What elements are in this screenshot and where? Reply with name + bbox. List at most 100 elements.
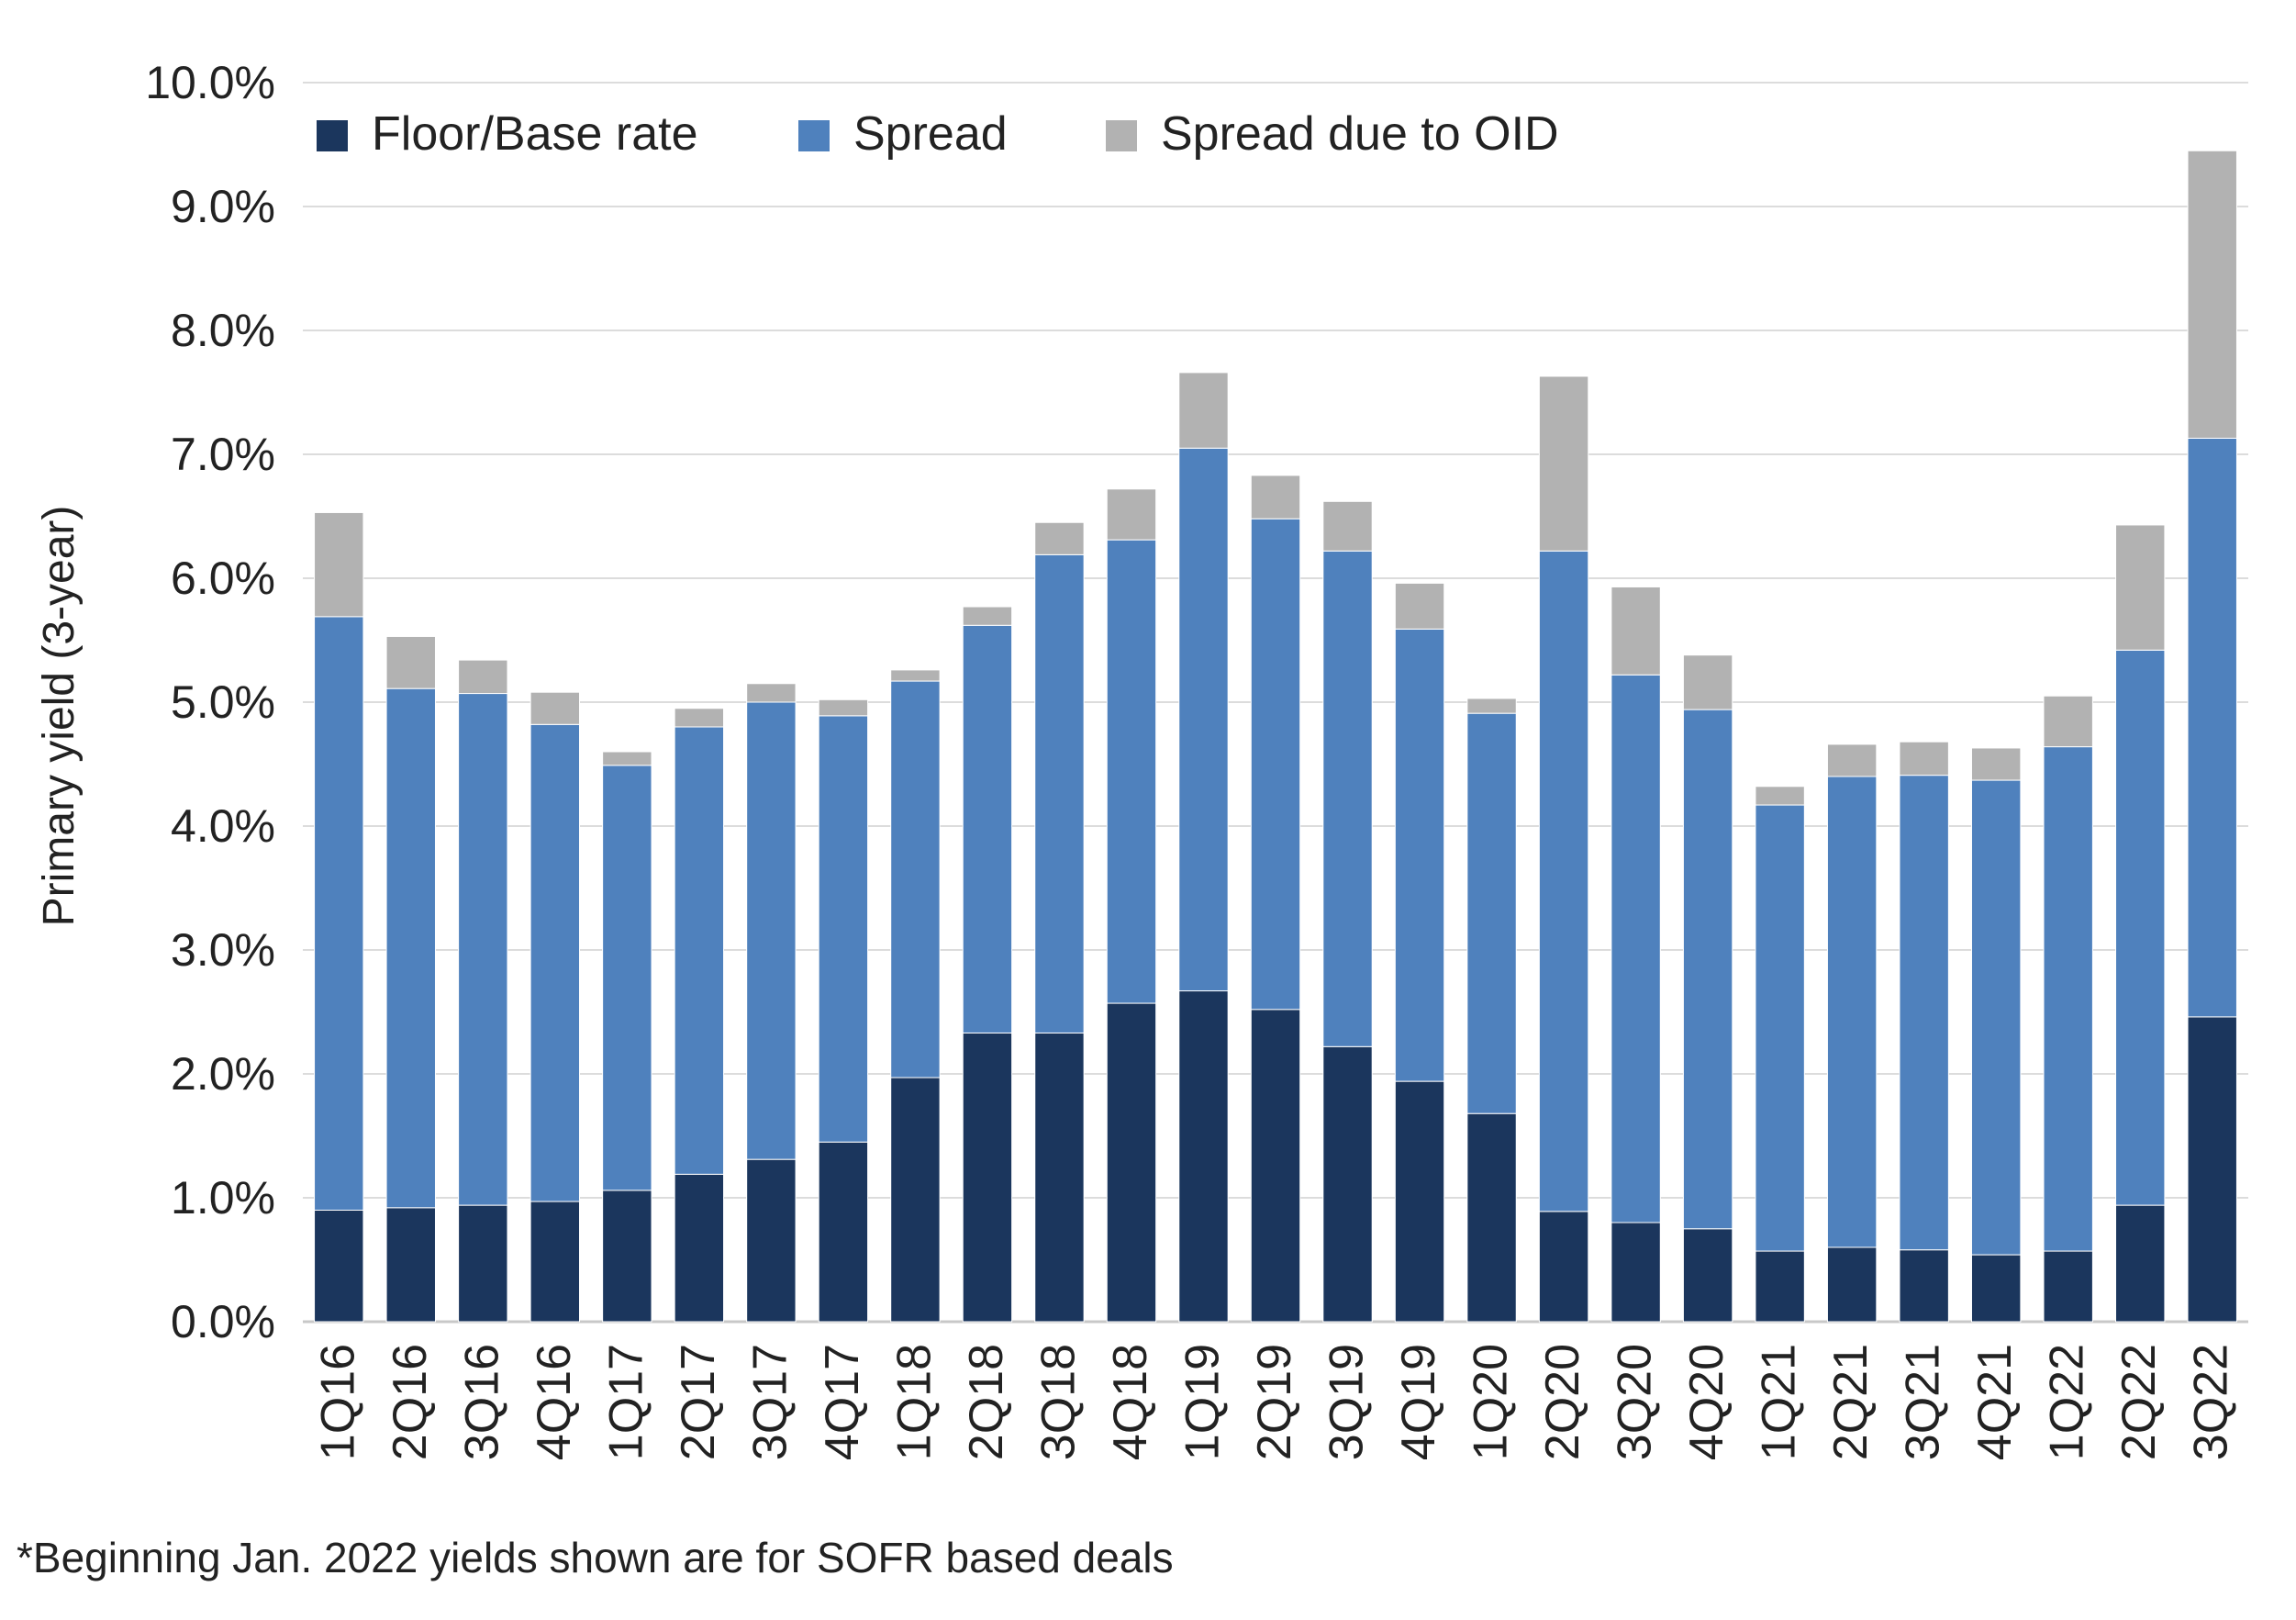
y-tick-label: 4.0% [171,800,275,852]
bar-segment [1178,990,1229,1323]
bar-segment [1322,1045,1373,1323]
bar-segment [529,691,581,725]
bar-segment [1106,488,1157,541]
x-tick-label: 4Q17 [816,1344,869,1460]
bar-segment [1970,1254,2022,1323]
bar-segment [1034,1032,1085,1323]
x-tick-label: 3Q19 [1321,1344,1374,1460]
bar-segment [1899,1249,1949,1323]
bar-segment [818,715,869,1143]
bar-segment [1755,786,1805,806]
x-tick-label: 3Q20 [1609,1344,1662,1460]
bar-segment [1899,741,1949,776]
bar-segment [529,723,581,1202]
x-tick-label: 4Q20 [1680,1344,1733,1460]
legend-label: Floor/Base rate [372,107,698,161]
bar-segment [1538,550,1589,1212]
x-tick-label: 1Q17 [599,1344,652,1460]
x-tick-label: 4Q16 [528,1344,581,1460]
legend-label: Spread [853,107,1008,161]
footnote: *Beginning Jan. 2022 yields shown are fo… [17,1534,1174,1581]
bar-segment [1250,518,1301,1011]
bar-segment [458,1204,508,1323]
bar-segment [314,511,364,618]
y-tick-label: 1.0% [171,1172,275,1223]
bar-segment [2115,649,2166,1206]
bar-segment [1322,550,1373,1047]
bar-segment [1466,1112,1517,1323]
bar-segment [1826,1246,1878,1323]
bar-segment [2115,1204,2166,1323]
x-tick-label: 2Q20 [1536,1344,1589,1460]
bar-segment [314,616,364,1211]
bar-segment [1322,500,1373,552]
legend-swatch [798,120,830,151]
bar-segment [529,1201,581,1323]
bar-segment [2043,1250,2093,1323]
bar-segment [890,1077,941,1323]
legend-swatch [317,120,348,151]
x-tick-label: 1Q19 [1176,1344,1229,1460]
bar-segment [1178,447,1229,992]
bar-segment [746,701,797,1160]
bar-segment [746,683,797,703]
bar-segment [2043,746,2093,1252]
x-tick-label: 2Q22 [2112,1344,2166,1460]
bar-segment [890,669,941,682]
bar-segment [602,1190,652,1323]
x-tick-label: 3Q22 [2185,1344,2238,1460]
x-tick-label: 3Q17 [743,1344,797,1460]
y-tick-label: 8.0% [171,305,275,356]
bar-segment [458,659,508,695]
bar-segment [2187,150,2237,439]
bar-segment [1682,1228,1733,1323]
x-tick-label: 2Q16 [384,1344,437,1460]
x-tick-label: 1Q16 [311,1344,364,1460]
y-tick-label: 9.0% [171,181,275,232]
bar-segment [674,726,725,1175]
bar-segment [1682,654,1733,710]
x-tick-label: 4Q18 [1104,1344,1157,1460]
bar-segment [818,698,869,717]
x-tick-label: 4Q21 [1968,1344,2022,1460]
legend-label: Spread due to OID [1161,107,1559,161]
bar-segment [962,606,1013,626]
x-tick-label: 4Q19 [1392,1344,1445,1460]
bar-segment [2187,1016,2237,1323]
x-tick-label: 2Q19 [1248,1344,1301,1460]
bar-segment [2115,524,2166,651]
bar-segment [1538,375,1589,552]
x-tick-label: 2Q21 [1824,1344,1878,1460]
x-tick-label: 1Q22 [2041,1344,2094,1460]
x-tick-label: 2Q18 [960,1344,1013,1460]
x-tick-label: 1Q18 [887,1344,941,1460]
y-tick-label: 0.0% [171,1296,275,1347]
bar-segment [1466,712,1517,1114]
bar-segment [1970,779,2022,1256]
x-tick-label: 1Q20 [1465,1344,1518,1460]
bar-segment [1394,628,1445,1082]
bar-segment [458,693,508,1206]
bar-segment [2043,695,2093,748]
bar-segment [1538,1211,1589,1323]
bar-segment [1826,743,1878,777]
bar-segment [2187,437,2237,1018]
bar-segment [1755,1250,1805,1323]
bar-segment [1034,521,1085,555]
bar-segment [1106,1002,1157,1323]
bar-segment [1394,1080,1445,1323]
bar-segment [314,1210,364,1323]
bar-segment [962,624,1013,1033]
bar-segment [1394,582,1445,630]
x-tick-label: 3Q21 [1897,1344,1950,1460]
bar-segment [1250,475,1301,520]
x-tick-label: 3Q16 [455,1344,508,1460]
y-tick-label: 2.0% [171,1048,275,1100]
x-tick-label: 2Q17 [672,1344,725,1460]
bar-segment [1826,776,1878,1248]
bar-segment [1755,804,1805,1252]
bar-segment [385,1207,436,1323]
y-tick-label: 10.0% [145,57,275,108]
